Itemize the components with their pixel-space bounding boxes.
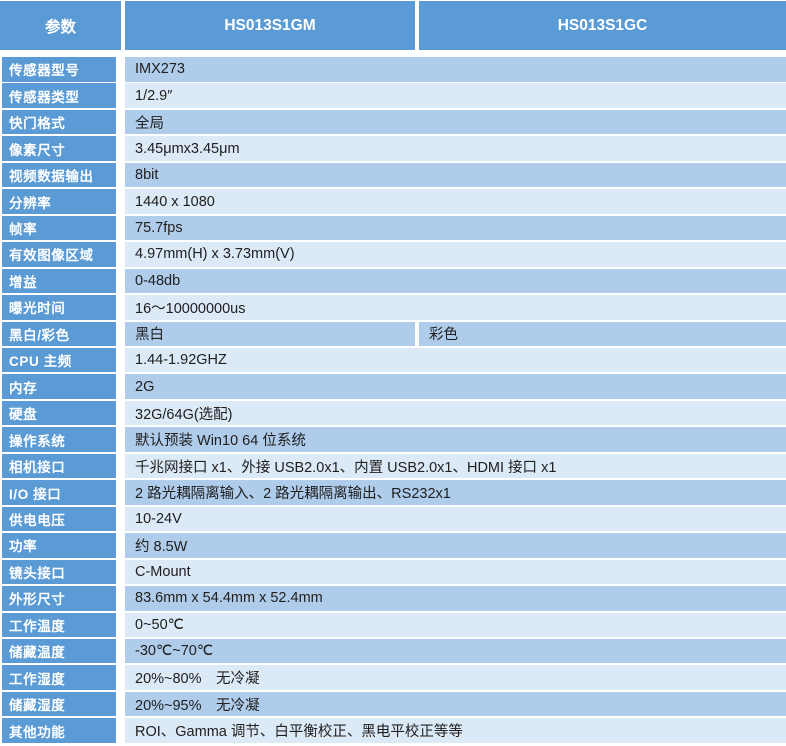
row-label: 黑白/彩色 [2,321,116,347]
spec-rows: 传感器型号 IMX273 传感器类型 1/2.9″ 快门格式 全局 像素尺寸 3.45μmx3… [0,57,786,745]
table-header: 参数 HS013S1GM HS013S1GC [0,1,786,50]
row-label: 快门格式 [2,109,116,135]
row-value: 8bit [125,162,786,188]
row-label: 外形尺寸 [2,586,116,611]
row-label: 视频数据输出 [2,162,116,188]
header-model-hs013s1gc: HS013S1GC [419,1,786,50]
table-row: 工作湿度 20%~80% 无冷凝 [0,665,786,690]
row-label: 增益 [2,268,116,294]
row-value: 20%~80% 无冷凝 [125,665,786,690]
row-value: 1/2.9″ [125,83,786,108]
row-value: 0-48db [125,268,786,294]
row-value: ROI、Gamma 调节、白平衡校正、黑电平校正等等 [125,718,786,743]
table-row: CPU 主频 1.44-1.92GHZ [0,347,786,373]
table-row: 相机接口 千兆网接口 x1、外接 USB2.0x1、内置 USB2.0x1、HDM… [0,453,786,479]
table-row: 分辨率 1440 x 1080 [0,189,786,214]
table-row: 工作温度 0~50℃ [0,612,786,638]
table-row: 操作系统 默认预装 Win10 64 位系统 [0,427,786,452]
table-row: 像素尺寸 3.45μmx3.45μm [0,136,786,161]
row-label: 有效图像区域 [2,242,116,267]
row-label: I/O 接口 [2,480,116,505]
row-value: 32G/64G(选配) [125,400,786,426]
table-row: 曝光时间 16～10000000us [0,295,786,320]
row-value: 1.44-1.92GHZ [125,347,786,373]
row-label: 内存 [2,374,116,399]
table-row: 其他功能 ROI、Gamma 调节、白平衡校正、黑电平校正等等 [0,718,786,743]
row-label: 其他功能 [2,718,116,743]
row-label: 储藏湿度 [2,691,116,717]
row-value: 默认预装 Win10 64 位系统 [125,427,786,452]
row-label: CPU 主频 [2,347,116,373]
table-row: 传感器类型 1/2.9″ [0,83,786,108]
table-row: 储藏温度 -30℃~70℃ [0,638,786,664]
row-label: 储藏温度 [2,638,116,664]
row-value: 1440 x 1080 [125,189,786,214]
table-row: 功率约 8.5W [0,533,786,558]
row-value: C-Mount [125,559,786,585]
table-row: 黑白/彩色 黑白 彩色 [0,321,786,347]
row-value: 2G [125,374,786,399]
header-model-hs013s1gm: HS013S1GM [125,1,415,50]
row-value: 3.45μmx3.45μm [125,136,786,161]
row-value-secondary: 彩色 [419,321,786,347]
table-row: 储藏湿度 20%~95% 无冷凝 [0,691,786,717]
table-row: 内存 2G [0,374,786,399]
row-value: 4.97mm(H) x 3.73mm(V) [125,242,786,267]
row-label: 供电电压 [2,506,116,532]
row-value: 10-24V [125,506,786,532]
row-label: 曝光时间 [2,295,116,320]
row-label: 硬盘 [2,400,116,426]
row-value: 0~50℃ [125,612,786,638]
row-label: 像素尺寸 [2,136,116,161]
row-label: 镜头接口 [2,559,116,585]
table-row: 外形尺寸 83.6mm x 54.4mm x 52.4mm [0,586,786,611]
header-param-column: 参数 [0,1,121,50]
row-value: IMX273 [125,57,786,82]
row-label: 传感器型号 [2,57,116,82]
table-row: 帧率 75.7fps [0,215,786,241]
row-value: 全局 [125,109,786,135]
row-value: 2 路光耦隔离输入、2 路光耦隔离输出、RS232x1 [125,480,786,505]
row-value: 黑白 [125,321,415,347]
row-label: 传感器类型 [2,83,116,108]
table-row: 传感器型号 IMX273 [0,57,786,82]
row-label: 操作系统 [2,427,116,452]
row-value: -30℃~70℃ [125,638,786,664]
table-row: 增益 0-48db [0,268,786,294]
table-row: I/O 接口 2 路光耦隔离输入、2 路光耦隔离输出、RS232x1 [0,480,786,505]
row-value: 20%~95% 无冷凝 [125,691,786,717]
table-row: 视频数据输出 8bit [0,162,786,188]
row-value: 83.6mm x 54.4mm x 52.4mm [125,586,786,611]
row-label: 相机接口 [2,453,116,479]
table-row: 快门格式 全局 [0,109,786,135]
row-label: 功率 [2,533,116,558]
table-row: 硬盘 32G/64G(选配) [0,400,786,426]
row-value: 75.7fps [125,215,786,241]
row-label: 工作温度 [2,612,116,638]
row-value: 千兆网接口 x1、外接 USB2.0x1、内置 USB2.0x1、HDMI 接口… [125,453,786,479]
table-row: 镜头接口 C-Mount [0,559,786,585]
row-label: 分辨率 [2,189,116,214]
table-row: 有效图像区域 4.97mm(H) x 3.73mm(V) [0,242,786,267]
row-value: 约 8.5W [125,533,786,558]
row-value: 16～10000000us [125,295,786,320]
row-label: 工作湿度 [2,665,116,690]
row-label: 帧率 [2,215,116,241]
table-row: 供电电压 10-24V [0,506,786,532]
